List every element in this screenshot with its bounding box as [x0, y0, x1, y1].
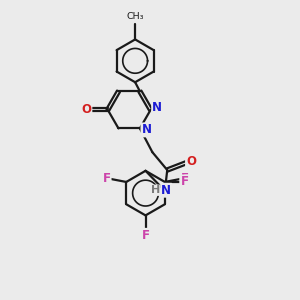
Text: O: O	[186, 154, 196, 168]
Text: N: N	[161, 184, 171, 197]
Text: H: H	[151, 185, 160, 195]
Text: O: O	[81, 103, 92, 116]
Text: F: F	[181, 172, 188, 185]
Text: F: F	[142, 229, 149, 242]
Text: N: N	[141, 123, 152, 136]
Text: N: N	[152, 101, 162, 114]
Text: CH₃: CH₃	[126, 12, 144, 21]
Text: F: F	[103, 172, 111, 185]
Text: F: F	[181, 176, 188, 188]
